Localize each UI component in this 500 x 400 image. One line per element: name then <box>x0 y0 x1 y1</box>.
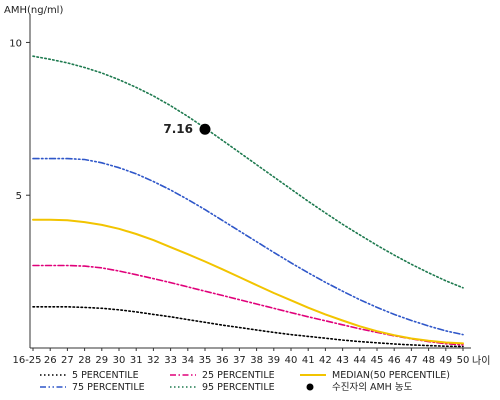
legend-label: 25 PERCENTILE <box>202 370 275 381</box>
series-line-5-percentile <box>32 305 464 348</box>
y-tick-label: 10 <box>9 38 22 49</box>
x-tick-label: 45 <box>371 355 384 366</box>
x-ticks: 16-25 26 27 28 29 30 31 32 33 34 35 36 37 38 39 40 41 42 4… <box>12 348 469 366</box>
x-tick-label: 27 <box>61 355 74 366</box>
series-line-75-percentile <box>32 157 464 336</box>
axes <box>29 14 471 349</box>
legend-label: 75 PERCENTILE <box>72 382 145 393</box>
x-tick-label: 41 <box>302 355 315 366</box>
x-tick-label: 16-25 <box>12 355 41 366</box>
legend: 5 PERCENTILE 25 PERCENTILE MEDIAN(50 PERCE… <box>40 370 450 393</box>
legend-swatch-point <box>306 383 314 391</box>
x-tick-label: 32 <box>147 355 160 366</box>
patient-amh-point <box>199 123 211 135</box>
x-tick-label: 48 <box>422 355 435 366</box>
x-tick-label: 50 <box>457 355 470 366</box>
legend-item: 95 PERCENTILE <box>170 382 275 393</box>
x-tick-label: 26 <box>44 355 57 366</box>
series-line-25-percentile <box>32 264 464 346</box>
x-tick-label: 34 <box>181 355 194 366</box>
patient-amh-value-label: 7.16 <box>163 122 193 136</box>
series-layer <box>32 55 464 348</box>
x-tick-label: 39 <box>267 355 280 366</box>
x-tick-label: 37 <box>233 355 246 366</box>
x-tick-label: 43 <box>336 355 349 366</box>
series-line-median-50-percentile <box>32 218 464 345</box>
legend-label: 수진자의 AMH 농도 <box>332 382 413 393</box>
legend-label: 95 PERCENTILE <box>202 382 275 393</box>
legend-item: 5 PERCENTILE <box>40 370 139 381</box>
legend-item: MEDIAN(50 PERCENTILE) <box>300 370 450 381</box>
legend-item: 수진자의 AMH 농도 <box>306 382 413 393</box>
y-tick-label: 5 <box>16 191 22 202</box>
x-tick-label: 29 <box>95 355 108 366</box>
x-tick-label: 38 <box>250 355 263 366</box>
legend-item: 25 PERCENTILE <box>170 370 275 381</box>
patient-point-layer: 7.16 <box>163 122 211 136</box>
x-tick-label: 44 <box>353 355 366 366</box>
x-tick-label: 31 <box>130 355 143 366</box>
legend-label: 5 PERCENTILE <box>72 370 139 381</box>
y-ticks: 5 10 <box>9 38 30 202</box>
series-line-95-percentile <box>32 55 464 289</box>
y-axis-title: AMH(ng/ml) <box>4 5 63 16</box>
x-tick-label: 30 <box>113 355 126 366</box>
x-tick-label: 46 <box>388 355 401 366</box>
legend-item: 75 PERCENTILE <box>40 382 145 393</box>
x-tick-label: 47 <box>405 355 418 366</box>
x-tick-label: 33 <box>164 355 177 366</box>
x-tick-label: 35 <box>199 355 212 366</box>
x-tick-label: 28 <box>78 355 91 366</box>
x-tick-label: 42 <box>319 355 332 366</box>
x-tick-label: 49 <box>439 355 452 366</box>
x-axis-title: 나이 <box>472 355 490 367</box>
x-tick-label: 40 <box>285 355 298 366</box>
x-tick-label: 36 <box>216 355 229 366</box>
legend-label: MEDIAN(50 PERCENTILE) <box>332 370 450 381</box>
